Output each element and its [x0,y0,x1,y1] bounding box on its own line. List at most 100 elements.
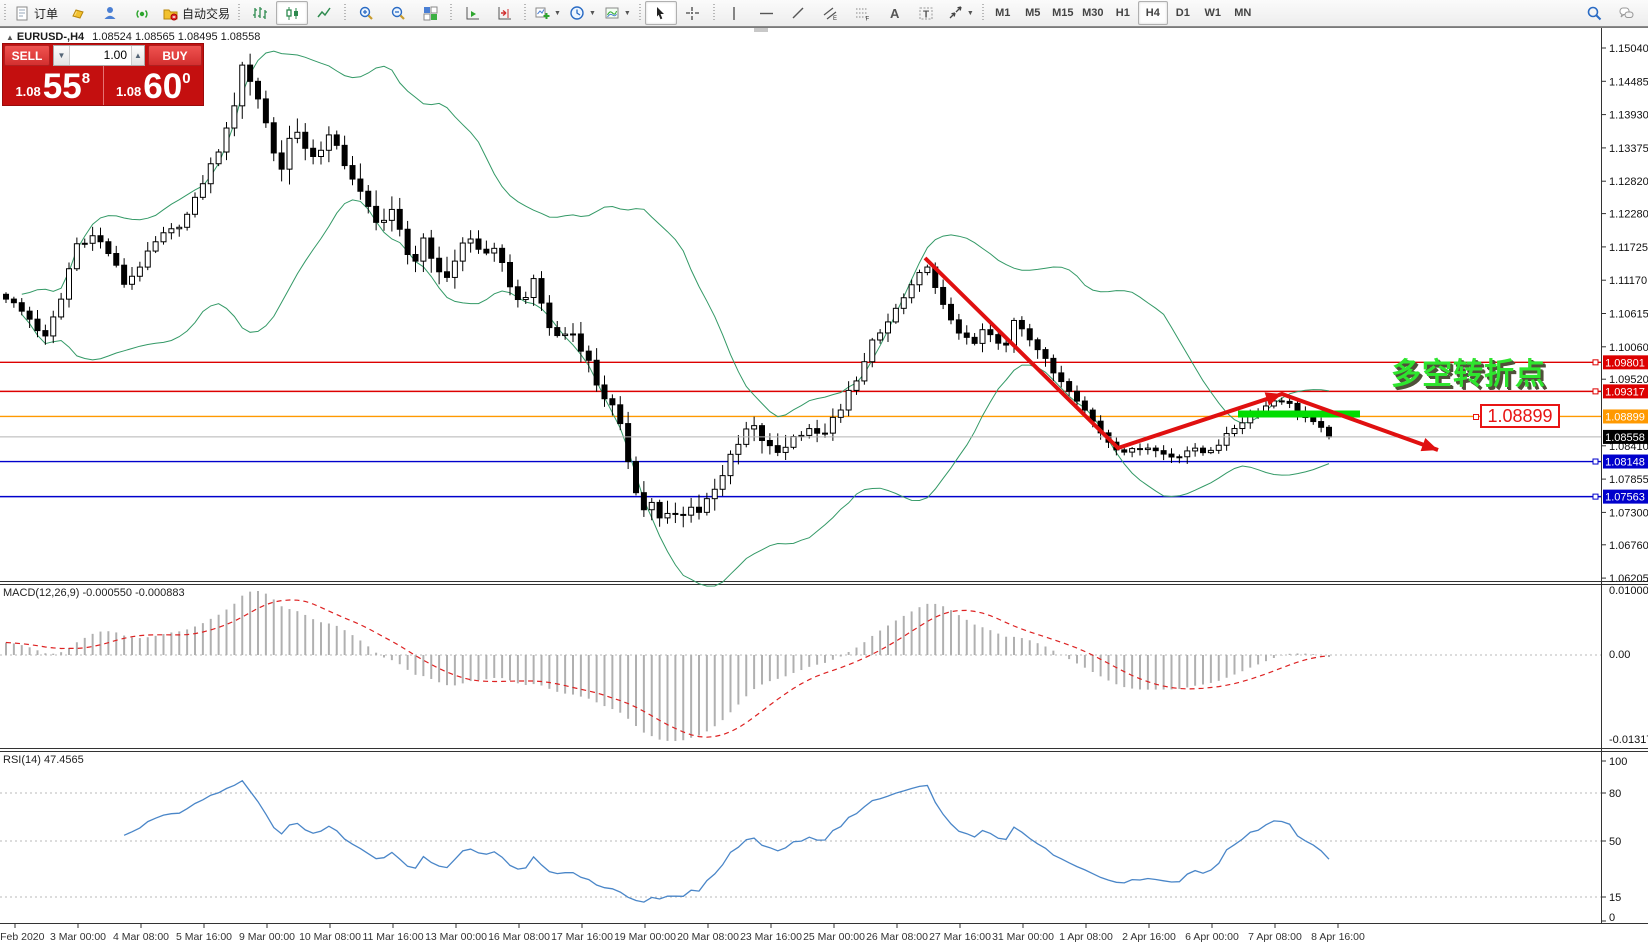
volume-decrease-button[interactable]: ▼ [54,46,70,65]
timeframe-h4[interactable]: H4 [1137,1,1168,25]
vline-icon [726,5,743,22]
timeframe-m1[interactable]: M1 [995,7,1011,19]
timeframe-m30[interactable]: M30 [1082,7,1104,19]
timeframe-m15[interactable]: M15 [1052,7,1074,19]
volume-increase-button[interactable]: ▲ [131,46,144,65]
toolbar-grip [2,4,8,22]
svg-text:0.00: 0.00 [1609,649,1630,661]
cursor-icon [652,5,669,22]
collapse-triangle-icon[interactable]: ▲ [6,33,14,42]
time-axis[interactable]: 28 Feb 2020 3 Mar 00:00 4 Mar 08:00 5 Mar 1… [0,923,1365,943]
svg-text:28 Feb 2020: 28 Feb 2020 [0,931,45,943]
chart-shift-button[interactable] [488,1,520,25]
svg-text:17 Mar 16:00: 17 Mar 16:00 [551,931,613,943]
text-icon: A [886,5,903,22]
zoom-in-button[interactable] [350,1,382,25]
svg-text:1.10060: 1.10060 [1609,342,1648,354]
svg-text:1.08558: 1.08558 [1605,432,1645,444]
toolbar: 订单 自动交易 ▼ ▼ ▼ E F A T ▼ M1 M5 M15 M30 H1 H4 D1 W1 MN [0,0,1648,27]
chevron-down-icon[interactable]: ▼ [623,9,631,17]
cursor-button[interactable] [644,1,677,25]
price-label-box[interactable]: 1.08899 [1473,404,1560,428]
timeframe-h1[interactable]: H1 [1115,7,1130,19]
horizontal-lines[interactable] [0,361,1601,498]
svg-text:1.12280: 1.12280 [1609,209,1648,221]
svg-text:1.08899: 1.08899 [1605,411,1645,423]
vertical-line-button[interactable] [719,1,751,25]
toolbar-group [644,1,709,25]
templates-button[interactable]: ▼ [600,1,635,25]
templates-icon [604,5,621,22]
svg-text:1.14485: 1.14485 [1609,76,1648,88]
timeframe-w1[interactable]: W1 [1204,7,1222,19]
indicator-levels: 0.010002 0.00 -0.013171 100 80 50 15 0 [0,585,1648,924]
shapes-button[interactable]: ▼ [943,1,978,25]
chart-ohlc: 1.08524 1.08565 1.08495 1.08558 [92,31,261,43]
bar-chart-icon [252,5,269,22]
chart-title: ▲ EURUSD-,H4 1.08524 1.08565 1.08495 1.085… [6,31,260,43]
timeframe-d1[interactable]: D1 [1175,7,1190,19]
new-order-button[interactable]: 订单 [10,1,62,25]
autoscroll-button[interactable] [456,1,488,25]
fibonacci-button[interactable]: F [847,1,879,25]
crosshair-button[interactable] [677,1,709,25]
signals-button[interactable] [126,1,158,25]
horizontal-line-button[interactable] [751,1,783,25]
trendline-button[interactable] [783,1,815,25]
chat-button[interactable] [1610,1,1642,25]
timeframe-mn[interactable]: MN [1234,7,1252,19]
trend-arrows[interactable] [923,256,1439,452]
new-order-button-label: 订单 [34,6,59,21]
chat-icon [1618,5,1635,22]
svg-text:1.07855: 1.07855 [1609,474,1648,486]
svg-text:1.09520: 1.09520 [1609,374,1648,386]
buy-button[interactable]: BUY [148,45,202,66]
chevron-down-icon[interactable]: ▼ [588,9,596,17]
indicators-button[interactable]: ▼ [530,1,565,25]
highlight-bar[interactable] [1238,410,1360,418]
tile-windows-button[interactable] [414,1,446,25]
toolbar-grip [979,4,986,22]
buy-price-sup: 0 [182,70,191,87]
svg-text:1.13930: 1.13930 [1609,110,1648,122]
equidistant-channel-button[interactable]: E [815,1,847,25]
periods-button[interactable]: ▼ [565,1,600,25]
sell-price-sup: 8 [81,70,91,87]
svg-text:5 Mar 16:00: 5 Mar 16:00 [176,931,232,943]
chevron-down-icon[interactable]: ▼ [554,9,561,17]
chart-symbol: EURUSD-,H4 [16,31,85,43]
svg-text:6 Apr 00:00: 6 Apr 00:00 [1185,931,1239,943]
candlesticks [3,53,1332,528]
sell-button[interactable]: SELL [4,45,50,66]
search-button[interactable] [1578,1,1610,25]
volume-input[interactable]: 1.00 [103,48,127,62]
timeframe-group: M1 M5 M15 M30 H1 H4 D1 W1 MN [988,1,1258,25]
bar-chart-button[interactable] [244,1,276,25]
price-axis[interactable]: 1.15040 1.14485 1.13930 1.13375 1.12820 1.122… [1601,43,1648,585]
svg-text:20 Mar 08:00: 20 Mar 08:00 [677,931,739,943]
svg-text:27 Mar 16:00: 27 Mar 16:00 [929,931,991,943]
autotrading-button-label: 自动交易 [182,6,231,21]
svg-text:1.09801: 1.09801 [1605,357,1645,369]
sell-price-small: 1.08 [15,84,41,99]
svg-text:31 Mar 00:00: 31 Mar 00:00 [992,931,1054,943]
text-button[interactable]: A [879,1,911,25]
svg-text:15: 15 [1609,892,1621,904]
autotrading-icon [162,5,179,22]
candlestick-button[interactable] [276,1,309,25]
buy-price[interactable]: 1.08 60 0 [104,66,204,105]
toolbar-grip [236,4,243,22]
zoom-out-button[interactable] [382,1,414,25]
svg-text:F: F [866,16,870,22]
autotrading-button[interactable]: 自动交易 [158,1,234,25]
gold-button[interactable] [62,1,94,25]
community-button[interactable] [94,1,126,25]
chevron-down-icon[interactable]: ▼ [966,9,974,17]
svg-text:1.10615: 1.10615 [1609,309,1648,321]
line-chart-button[interactable] [308,1,340,25]
sell-price[interactable]: 1.08 55 8 [3,66,104,105]
timeframe-m5[interactable]: M5 [1025,7,1041,19]
text-label-button[interactable]: T [911,1,943,25]
